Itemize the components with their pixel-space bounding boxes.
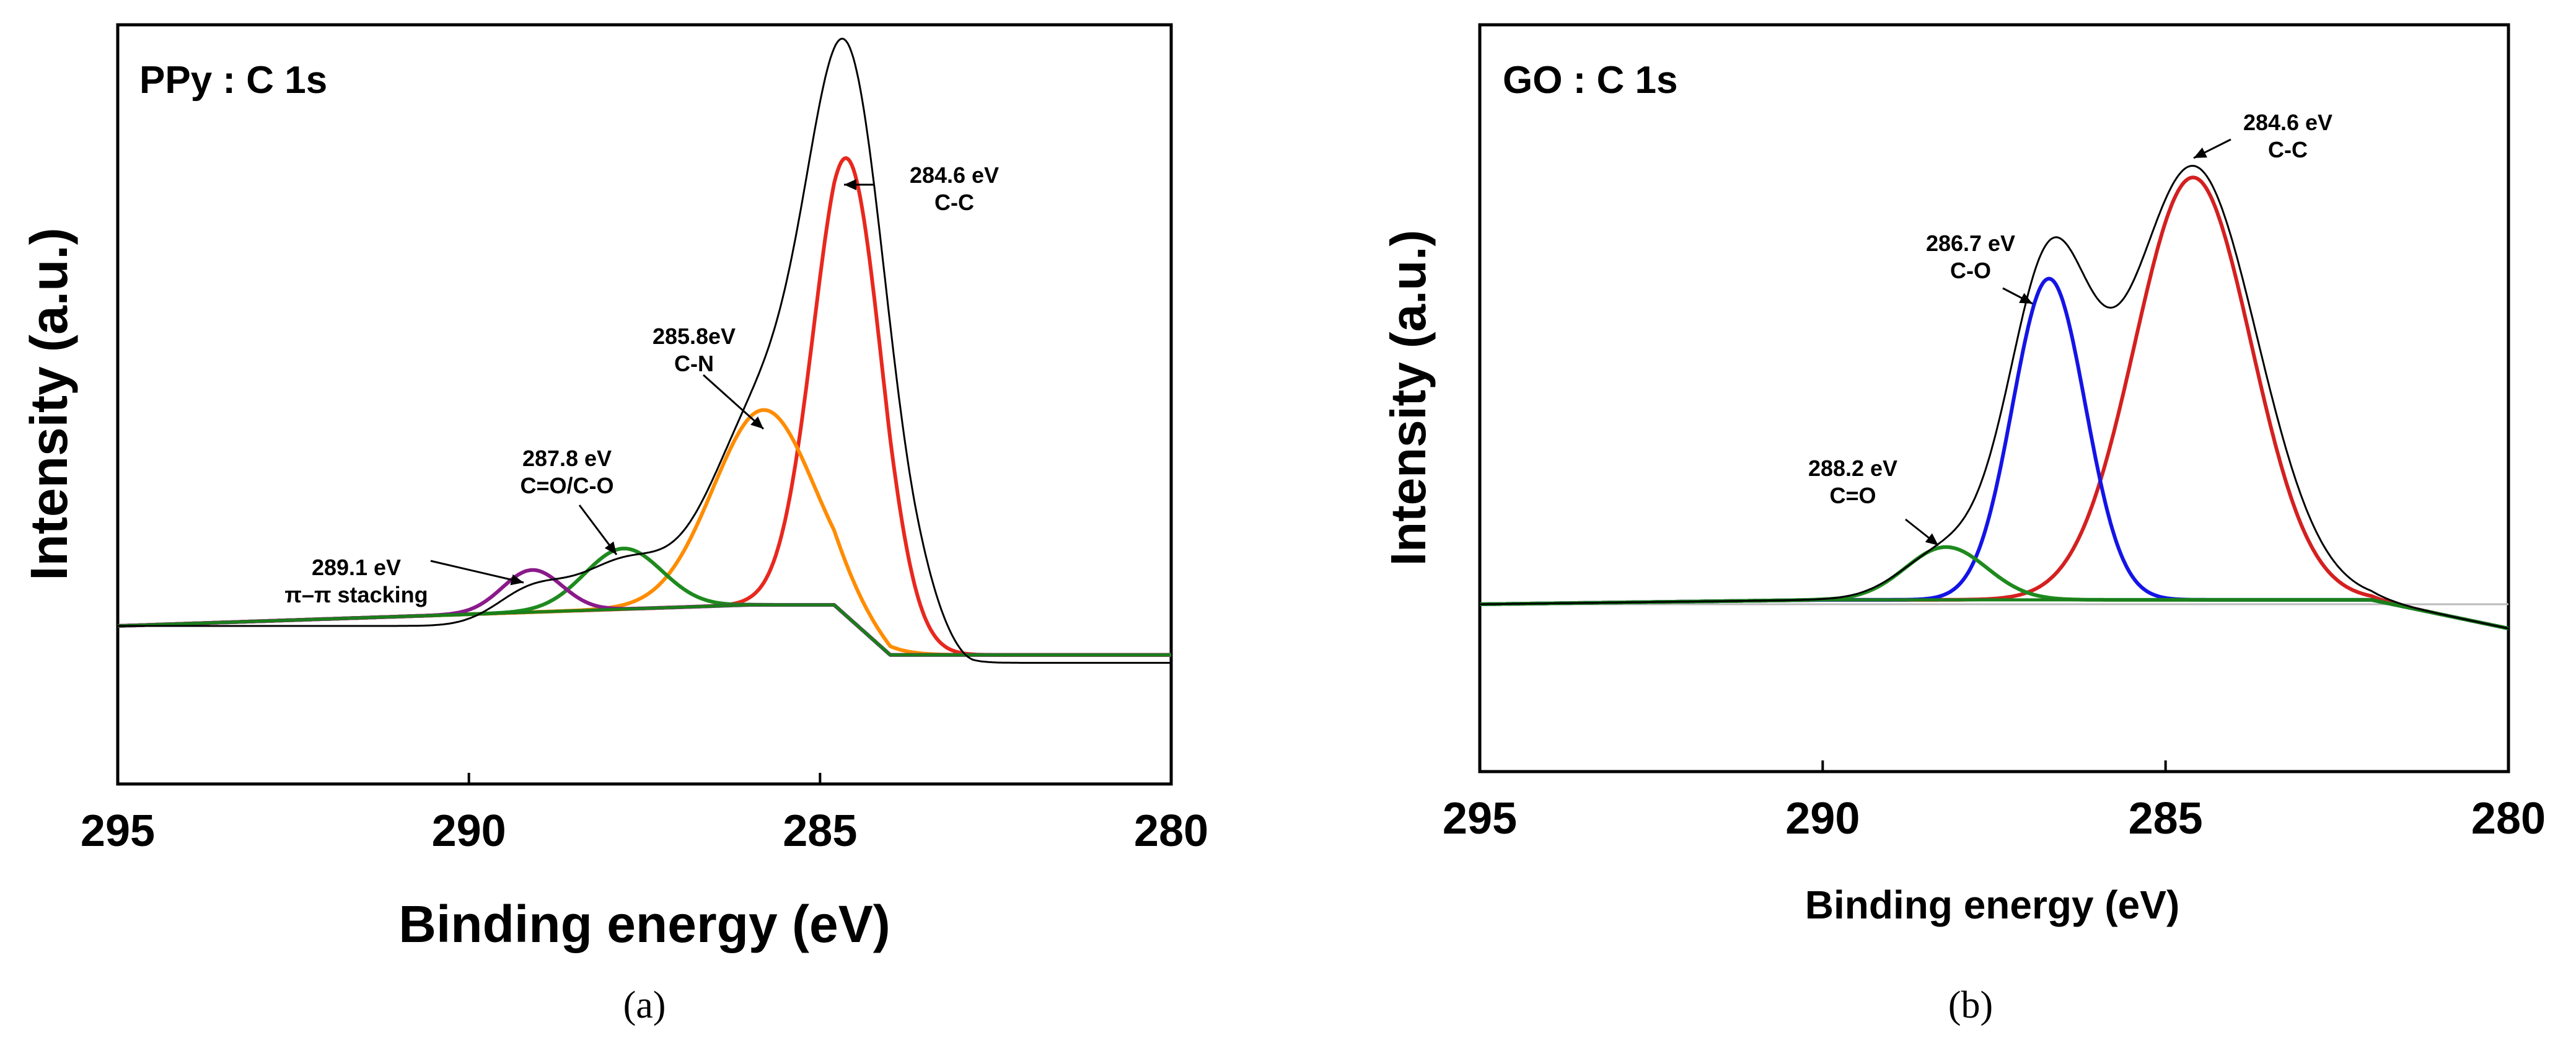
peak-annotation-label: C=O/C-O [520, 473, 613, 498]
x-tick-label: 295 [81, 806, 155, 856]
x-axis-label: Binding energy (eV) [398, 895, 890, 953]
panel-b: GO : C 1s Intensity (a.u.) Binding energ… [1381, 23, 2546, 1026]
annotations: 284.6 eVC-C 286.7 eVC-O 288.2 eVC=O [1808, 110, 2332, 547]
x-ticks: 295 290 285 280 [81, 773, 1208, 856]
x-tick-label: 290 [432, 806, 506, 856]
peak-annotation-label: 289.1 eV [312, 555, 401, 580]
annotation-arrowhead [604, 541, 617, 555]
component-curve [117, 156, 1172, 657]
x-tick-label: 285 [2129, 794, 2203, 843]
annotation-arrowhead [2019, 293, 2033, 304]
peak-annotation-label: 286.7 eV [1926, 231, 2015, 256]
chart-title: GO : C 1s [1503, 59, 1678, 102]
peak-annotation-label: π–π stacking [284, 582, 428, 607]
envelope-curve [118, 37, 1171, 664]
y-axis-label: Intensity (a.u.) [1381, 230, 1436, 566]
annotation-arrow [702, 374, 765, 430]
x-tick-label: 280 [1134, 806, 1208, 856]
peak-annotation-label: C=O [1829, 483, 1876, 508]
x-tick-label: 285 [783, 806, 857, 856]
peak-annotation-label: C-C [934, 190, 974, 215]
component-curve [1479, 545, 2509, 630]
chart-title: PPy : C 1s [139, 59, 327, 102]
annotation-arrowhead [750, 416, 763, 429]
peak-annotation-label: 288.2 eV [1808, 456, 1897, 481]
component-curve [117, 547, 1172, 657]
plot-frame [1478, 23, 2510, 773]
peak-annotation-label: C-N [674, 351, 714, 376]
peak-annotation-label: C-O [1950, 258, 1991, 283]
curves [117, 37, 1172, 664]
x-ticks: 295 290 285 280 [1443, 760, 2546, 843]
component-curve [1479, 276, 2509, 630]
baseline-curve [117, 603, 1171, 657]
component-curve [117, 408, 1172, 657]
x-tick-label: 280 [2471, 794, 2546, 843]
annotation-arrowhead [510, 574, 524, 586]
peak-annotation-label: 287.8 eV [522, 446, 612, 471]
peak-annotation-label: 285.8eV [653, 324, 736, 349]
x-tick-label: 290 [1785, 794, 1860, 843]
panel-label: (a) [623, 984, 666, 1026]
peak-annotation-label: 284.6 eV [2243, 110, 2332, 135]
annotation-arrow [430, 560, 524, 584]
annotation-arrowhead [1925, 533, 1938, 545]
envelope-curve [1480, 164, 2509, 630]
component-curve [117, 568, 1172, 657]
annotation-arrowhead [2194, 148, 2207, 158]
x-axis-label: Binding energy (eV) [1805, 883, 2180, 927]
x-tick-label: 295 [1443, 794, 1517, 843]
annotation-arrowhead [844, 179, 856, 190]
plot-frame [116, 23, 1173, 786]
panel-a: PPy : C 1s Intensity (a.u.) Binding ener… [20, 23, 1208, 1026]
panel-label: (b) [1948, 984, 1993, 1026]
peak-annotation-label: C-C [2268, 137, 2308, 162]
curves [1479, 164, 2509, 630]
y-axis-label: Intensity (a.u.) [20, 227, 78, 580]
peak-annotation-label: 284.6 eV [910, 162, 999, 188]
